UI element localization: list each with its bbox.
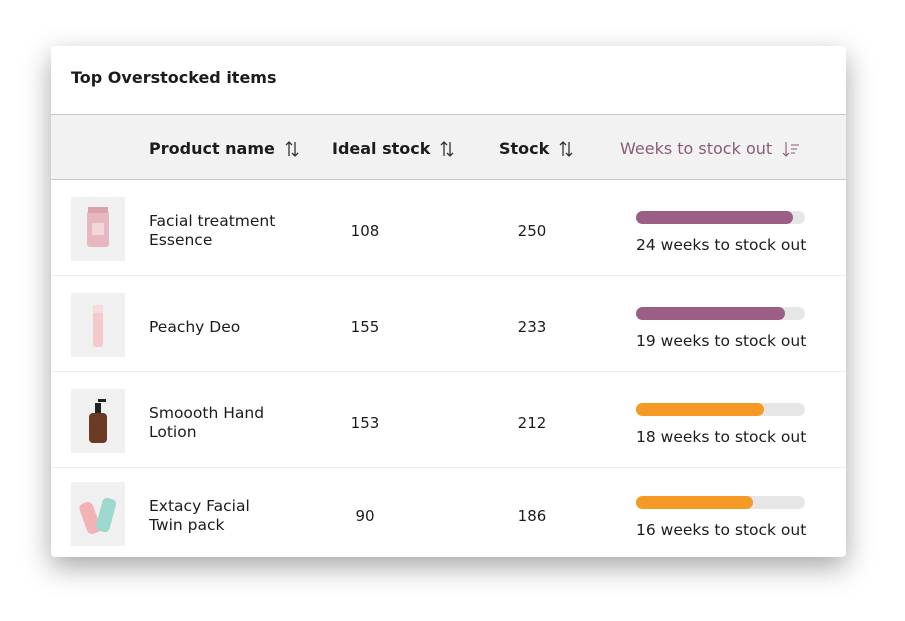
- product-icon: [89, 399, 107, 443]
- stock: 212: [517, 414, 547, 432]
- column-header[interactable]: Stock: [499, 139, 573, 158]
- product-image: [71, 293, 125, 357]
- product-image: [71, 482, 125, 546]
- header-text: Product name: [149, 139, 275, 158]
- table-row: Smoooth Hand Lotion 153 212 18 weeks to sto…: [51, 372, 846, 468]
- stock: 186: [517, 507, 547, 525]
- progress-fill: [636, 403, 765, 416]
- ideal-stock: 90: [355, 507, 375, 525]
- weeks-label: 16 weeks to stock out: [636, 521, 807, 539]
- weeks-label: 18 weeks to stock out: [636, 428, 807, 446]
- product-name: Peachy Deo: [149, 318, 241, 336]
- progress-track: [636, 211, 805, 224]
- product-image: [71, 197, 125, 261]
- table-row: Extacy Facial Twin pack 90 186 16 weeks to …: [51, 465, 846, 557]
- progress-fill: [636, 211, 794, 224]
- ideal-stock: 155: [350, 318, 380, 336]
- stock: 250: [517, 222, 547, 240]
- weeks-label: 19 weeks to stock out: [636, 332, 807, 350]
- progress-track: [636, 307, 805, 320]
- product-image: [71, 389, 125, 453]
- weeks-label: 24 weeks to stock out: [636, 236, 807, 254]
- column-header[interactable]: Ideal stock: [332, 139, 454, 158]
- progress-fill: [636, 496, 753, 509]
- table-row: Peachy Deo 155 233 19 weeks to stock out: [51, 276, 846, 372]
- card-title: Top Overstocked items: [71, 68, 277, 87]
- stock: 233: [517, 318, 547, 336]
- sort-icon: [285, 140, 299, 157]
- product-icon: [93, 305, 103, 347]
- column-header[interactable]: Weeks to stock out: [620, 139, 800, 158]
- table-header: Product name Ideal stock Stock Weeks to …: [51, 114, 846, 180]
- product-icon: [79, 497, 117, 535]
- product-name: Facial treatment Essence: [149, 212, 276, 249]
- header-text: Weeks to stock out: [620, 139, 773, 158]
- ideal-stock: 153: [350, 414, 380, 432]
- ideal-stock: 108: [350, 222, 380, 240]
- product-icon: [87, 207, 109, 247]
- table-row: Facial treatment Essence 108 250 24 weeks t…: [51, 180, 846, 276]
- sort-icon: [782, 141, 800, 157]
- overstock-card: Top Overstocked items Product name Ideal…: [51, 46, 846, 557]
- progress-track: [636, 403, 805, 416]
- sort-icon: [440, 140, 454, 157]
- progress-track: [636, 496, 805, 509]
- product-name: Extacy Facial Twin pack: [149, 497, 250, 534]
- progress-fill: [636, 307, 785, 320]
- header-text: Ideal stock: [332, 139, 431, 158]
- column-header[interactable]: Product name: [149, 139, 299, 158]
- sort-icon: [559, 140, 573, 157]
- product-name: Smoooth Hand Lotion: [149, 404, 265, 441]
- header-text: Stock: [499, 139, 550, 158]
